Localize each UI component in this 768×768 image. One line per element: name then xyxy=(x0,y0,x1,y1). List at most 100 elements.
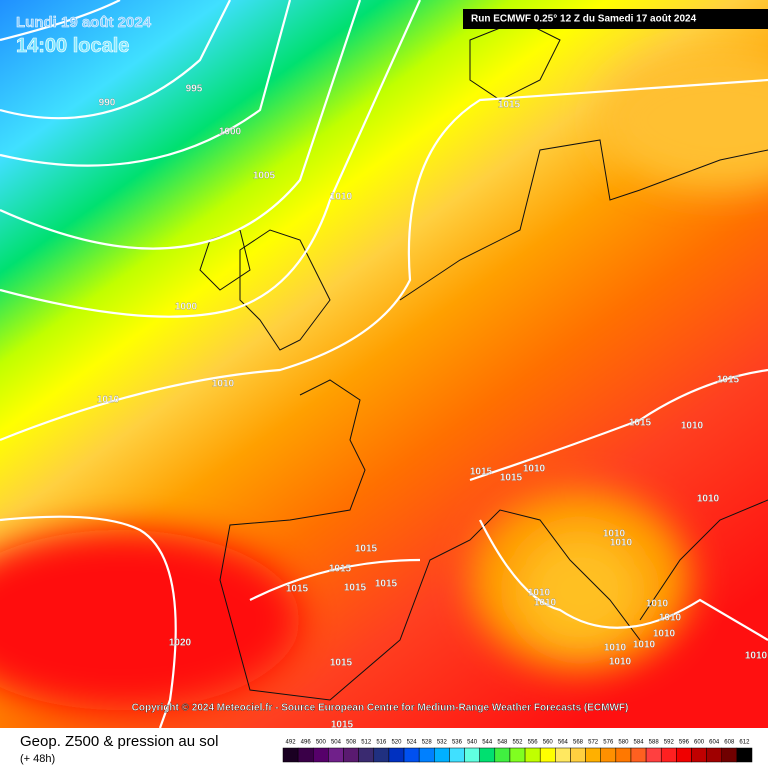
scale-label: 524 xyxy=(407,740,418,746)
scale-label: 600 xyxy=(694,740,705,746)
isobar-label: 1000 xyxy=(219,127,242,138)
isobar-label: 1020 xyxy=(169,638,192,649)
isobar-label: 1015 xyxy=(286,584,309,595)
scale-swatch xyxy=(524,747,541,763)
scale-swatch xyxy=(494,747,511,763)
scale-label: 604 xyxy=(709,740,720,746)
scale-label: 540 xyxy=(467,740,478,746)
scale-swatch xyxy=(479,747,496,763)
isobar-label: 1010 xyxy=(681,421,704,432)
scale-swatch xyxy=(418,747,435,763)
isobar-label: 1010 xyxy=(603,529,626,540)
scale-swatch xyxy=(706,747,722,763)
scale-swatch xyxy=(313,747,329,763)
scale-swatch xyxy=(403,747,420,763)
scale-label: 532 xyxy=(437,740,448,746)
scale-swatch xyxy=(555,747,571,763)
scale-label: 544 xyxy=(482,740,493,746)
isobar-label: 1015 xyxy=(329,564,352,575)
scale-swatch xyxy=(388,747,405,763)
isobar-label: 1010 xyxy=(97,395,120,406)
scale-label: 504 xyxy=(331,740,342,746)
scale-label: 528 xyxy=(422,740,433,746)
scale-label: 608 xyxy=(724,740,735,746)
scale-swatch xyxy=(509,747,526,763)
isobar-label: 1010 xyxy=(745,651,768,662)
scale-label: 508 xyxy=(346,740,357,746)
scale-swatch xyxy=(585,747,601,763)
scale-swatch xyxy=(721,747,738,763)
isobar-label: 1000 xyxy=(175,302,198,313)
scale-label: 588 xyxy=(649,740,660,746)
scale-label: 584 xyxy=(634,740,645,746)
scale-swatch xyxy=(600,747,617,763)
isobar-label: 1010 xyxy=(633,640,656,651)
scale-swatch xyxy=(660,747,677,763)
isobar-label: 1010 xyxy=(604,643,627,654)
isobar-label: 990 xyxy=(99,98,116,109)
scale-swatch xyxy=(645,747,662,763)
time: 14:00 locale xyxy=(16,35,129,57)
scale-label: 568 xyxy=(573,740,584,746)
isobar-label: 1010 xyxy=(212,379,235,390)
scale-label: 564 xyxy=(558,740,569,746)
scale-label: 512 xyxy=(361,740,372,746)
scale-swatch xyxy=(464,747,480,763)
scale-swatch xyxy=(691,747,707,763)
isobar-label: 1015 xyxy=(330,658,353,669)
scale-swatch xyxy=(282,747,299,763)
isobar-label: 1010 xyxy=(330,192,353,203)
field-shading xyxy=(0,50,768,710)
isobar-label: 1015 xyxy=(500,473,523,484)
isobar-label: 1010 xyxy=(610,538,633,549)
scale-swatch xyxy=(736,747,753,763)
isobar-label: 1015 xyxy=(470,467,493,478)
scale-swatch xyxy=(570,747,586,763)
scale-label: 580 xyxy=(618,740,629,746)
scale-swatch xyxy=(328,747,344,763)
isobar-labels: 990 995 1000 1005 1010 1015 1000 1010 10… xyxy=(97,83,768,730)
isobar-label: 1015 xyxy=(498,100,521,111)
isobar-label: 1015 xyxy=(629,418,652,429)
scale-swatch xyxy=(449,747,465,763)
isobar-label: 1010 xyxy=(659,613,682,624)
scale-label: 612 xyxy=(739,740,750,746)
scale-label: 592 xyxy=(664,740,675,746)
scale-swatch xyxy=(297,747,314,763)
isobar-label: 995 xyxy=(186,84,203,95)
color-scale: 492 496 500 504 508 512 516 520 524 528 532 536 540 5… xyxy=(282,740,753,763)
date: Lundi 19 août 2024 xyxy=(16,14,152,31)
isobar-label: 1015 xyxy=(355,544,378,555)
scale-swatch xyxy=(358,747,375,763)
scale-label: 552 xyxy=(512,740,523,746)
isobar-label: 1015 xyxy=(717,375,740,386)
isobar-label: 1010 xyxy=(697,494,720,505)
scale-label: 516 xyxy=(376,740,387,746)
isobar-label: 1005 xyxy=(253,171,276,182)
scale-swatch xyxy=(676,747,692,763)
run-banner xyxy=(463,9,768,29)
isobar-label: 1010 xyxy=(609,657,632,668)
isobar-label: 1015 xyxy=(344,583,367,594)
isobars xyxy=(0,0,768,728)
footer-title: Geop. Z500 & pression au sol xyxy=(20,733,218,750)
scale-swatch xyxy=(434,747,450,763)
scale-label: 572 xyxy=(588,740,599,746)
scale-label: 576 xyxy=(603,740,614,746)
isobar-label: 1010 xyxy=(528,588,551,599)
scale-swatch xyxy=(630,747,647,763)
scale-swatch xyxy=(373,747,390,763)
scale-label: 596 xyxy=(679,740,690,746)
scale-label: 496 xyxy=(301,740,312,746)
copyright: Copyright © 2024 Meteociel.fr - Source E… xyxy=(132,703,629,714)
isobar-label: 1015 xyxy=(375,579,398,590)
isobar-label: 1010 xyxy=(523,464,546,475)
scale-swatch xyxy=(343,747,359,763)
scale-label: 520 xyxy=(391,740,402,746)
isobar-label: 1010 xyxy=(534,598,557,609)
scale-label: 536 xyxy=(452,740,463,746)
scale-label: 500 xyxy=(316,740,327,746)
run-info: Run ECMWF 0.25° 12 Z du Samedi 17 août 2… xyxy=(471,14,697,25)
lead-time: (+ 48h) xyxy=(20,753,55,765)
